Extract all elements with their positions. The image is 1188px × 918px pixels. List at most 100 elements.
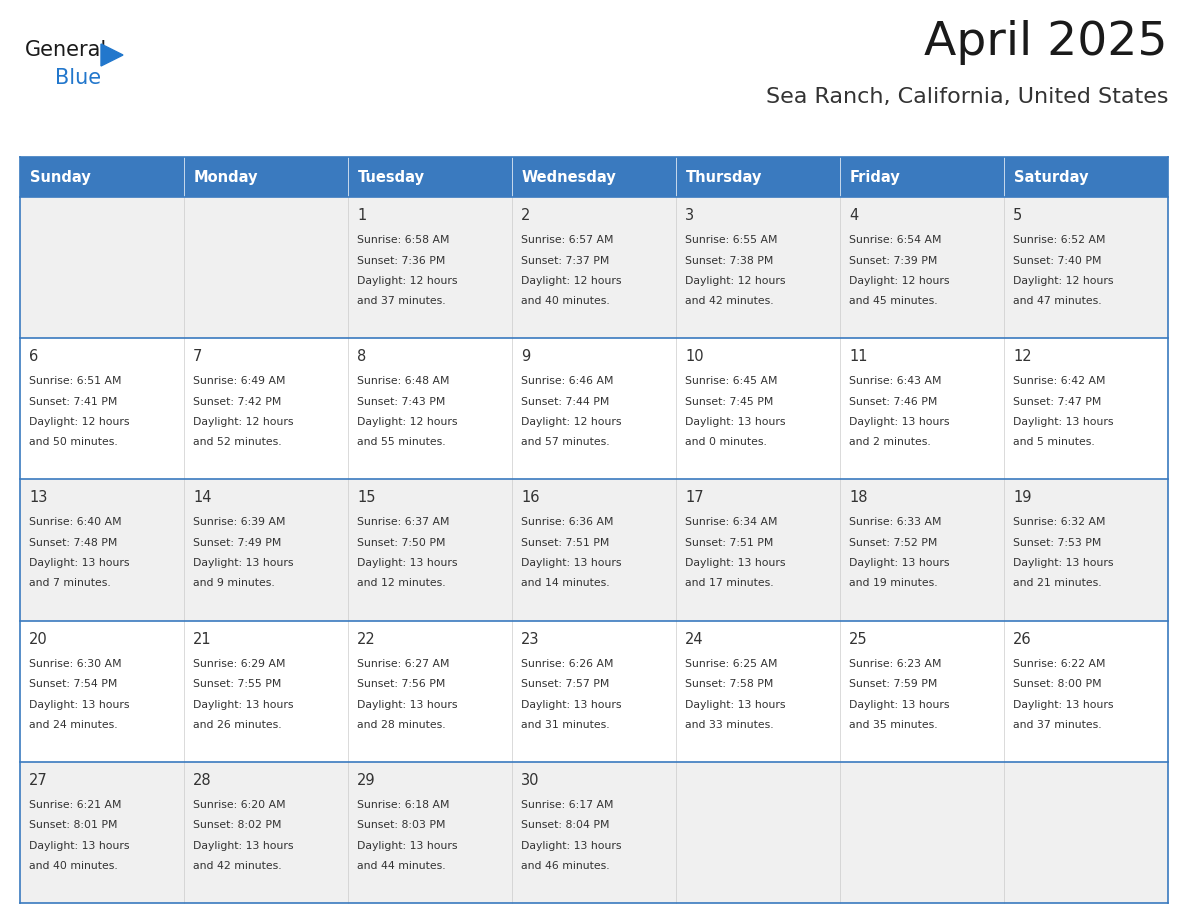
Text: and 2 minutes.: and 2 minutes.: [849, 437, 930, 447]
Text: Sunrise: 6:29 AM: Sunrise: 6:29 AM: [192, 658, 285, 668]
Text: Daylight: 13 hours: Daylight: 13 hours: [1013, 558, 1113, 568]
Text: and 0 minutes.: and 0 minutes.: [685, 437, 767, 447]
Text: 27: 27: [29, 773, 48, 788]
Text: Daylight: 12 hours: Daylight: 12 hours: [358, 276, 457, 286]
Text: Sunrise: 6:49 AM: Sunrise: 6:49 AM: [192, 376, 285, 386]
Text: Sunrise: 6:48 AM: Sunrise: 6:48 AM: [358, 376, 449, 386]
Text: Daylight: 12 hours: Daylight: 12 hours: [358, 417, 457, 427]
Text: Daylight: 12 hours: Daylight: 12 hours: [685, 276, 785, 286]
Text: Daylight: 13 hours: Daylight: 13 hours: [192, 841, 293, 851]
Text: and 46 minutes.: and 46 minutes.: [522, 861, 609, 871]
Text: Sunrise: 6:22 AM: Sunrise: 6:22 AM: [1013, 658, 1106, 668]
Text: Blue: Blue: [55, 68, 101, 88]
Text: 14: 14: [192, 490, 211, 506]
Text: Sunrise: 6:54 AM: Sunrise: 6:54 AM: [849, 235, 942, 245]
Text: Sea Ranch, California, United States: Sea Ranch, California, United States: [765, 87, 1168, 107]
Text: Daylight: 13 hours: Daylight: 13 hours: [849, 558, 949, 568]
Text: Sunset: 7:50 PM: Sunset: 7:50 PM: [358, 538, 446, 548]
Bar: [20, 479, 1168, 621]
Text: Sunrise: 6:42 AM: Sunrise: 6:42 AM: [1013, 376, 1106, 386]
Text: Sunrise: 6:17 AM: Sunrise: 6:17 AM: [522, 800, 613, 810]
Text: Thursday: Thursday: [685, 170, 763, 185]
Text: and 21 minutes.: and 21 minutes.: [1013, 578, 1101, 588]
Bar: [20, 762, 1168, 903]
Text: Sunrise: 6:27 AM: Sunrise: 6:27 AM: [358, 658, 449, 668]
Text: Daylight: 13 hours: Daylight: 13 hours: [29, 558, 129, 568]
Text: Sunrise: 6:30 AM: Sunrise: 6:30 AM: [29, 658, 121, 668]
Text: and 24 minutes.: and 24 minutes.: [29, 720, 118, 730]
Text: Wednesday: Wednesday: [522, 170, 617, 185]
Text: and 17 minutes.: and 17 minutes.: [685, 578, 773, 588]
Text: Sunrise: 6:45 AM: Sunrise: 6:45 AM: [685, 376, 777, 386]
Text: Daylight: 13 hours: Daylight: 13 hours: [685, 558, 785, 568]
Text: Sunset: 8:00 PM: Sunset: 8:00 PM: [1013, 679, 1101, 689]
Text: Daylight: 13 hours: Daylight: 13 hours: [358, 558, 457, 568]
Text: 12: 12: [1013, 349, 1031, 364]
Text: Daylight: 12 hours: Daylight: 12 hours: [192, 417, 293, 427]
Text: Sunset: 7:51 PM: Sunset: 7:51 PM: [522, 538, 609, 548]
Text: Daylight: 13 hours: Daylight: 13 hours: [849, 700, 949, 710]
Text: and 14 minutes.: and 14 minutes.: [522, 578, 609, 588]
Text: Daylight: 13 hours: Daylight: 13 hours: [1013, 700, 1113, 710]
Text: Daylight: 12 hours: Daylight: 12 hours: [1013, 276, 1113, 286]
Text: Daylight: 12 hours: Daylight: 12 hours: [522, 276, 621, 286]
Text: 3: 3: [685, 208, 694, 223]
Text: Sunset: 7:45 PM: Sunset: 7:45 PM: [685, 397, 773, 407]
Text: Sunrise: 6:21 AM: Sunrise: 6:21 AM: [29, 800, 121, 810]
Text: Sunday: Sunday: [30, 170, 90, 185]
Text: and 40 minutes.: and 40 minutes.: [522, 296, 609, 306]
Text: and 19 minutes.: and 19 minutes.: [849, 578, 937, 588]
Text: Sunset: 8:02 PM: Sunset: 8:02 PM: [192, 821, 282, 830]
Text: and 42 minutes.: and 42 minutes.: [685, 296, 773, 306]
Text: Sunrise: 6:26 AM: Sunrise: 6:26 AM: [522, 658, 613, 668]
Text: and 44 minutes.: and 44 minutes.: [358, 861, 446, 871]
Text: Sunrise: 6:55 AM: Sunrise: 6:55 AM: [685, 235, 777, 245]
Text: Daylight: 13 hours: Daylight: 13 hours: [522, 700, 621, 710]
Text: Sunrise: 6:39 AM: Sunrise: 6:39 AM: [192, 518, 285, 528]
Text: Sunset: 8:01 PM: Sunset: 8:01 PM: [29, 821, 118, 830]
Text: Sunset: 7:40 PM: Sunset: 7:40 PM: [1013, 255, 1101, 265]
Text: Daylight: 13 hours: Daylight: 13 hours: [358, 700, 457, 710]
Text: 16: 16: [522, 490, 539, 506]
Text: Daylight: 13 hours: Daylight: 13 hours: [685, 417, 785, 427]
Text: 13: 13: [29, 490, 48, 506]
Text: and 52 minutes.: and 52 minutes.: [192, 437, 282, 447]
Text: Daylight: 13 hours: Daylight: 13 hours: [522, 558, 621, 568]
Text: and 9 minutes.: and 9 minutes.: [192, 578, 274, 588]
Bar: [676, 157, 840, 197]
Text: Sunrise: 6:46 AM: Sunrise: 6:46 AM: [522, 376, 613, 386]
Text: and 37 minutes.: and 37 minutes.: [1013, 720, 1101, 730]
Text: Sunset: 7:43 PM: Sunset: 7:43 PM: [358, 397, 446, 407]
Bar: [20, 621, 1168, 762]
Text: and 26 minutes.: and 26 minutes.: [192, 720, 282, 730]
Text: Sunset: 7:42 PM: Sunset: 7:42 PM: [192, 397, 282, 407]
Text: 1: 1: [358, 208, 366, 223]
Text: Daylight: 13 hours: Daylight: 13 hours: [192, 558, 293, 568]
Text: Sunset: 8:03 PM: Sunset: 8:03 PM: [358, 821, 446, 830]
Text: Sunset: 7:39 PM: Sunset: 7:39 PM: [849, 255, 937, 265]
Text: Daylight: 13 hours: Daylight: 13 hours: [29, 841, 129, 851]
Text: Sunset: 7:49 PM: Sunset: 7:49 PM: [192, 538, 282, 548]
Text: Sunrise: 6:57 AM: Sunrise: 6:57 AM: [522, 235, 613, 245]
Text: Monday: Monday: [194, 170, 259, 185]
Text: and 5 minutes.: and 5 minutes.: [1013, 437, 1095, 447]
Text: and 12 minutes.: and 12 minutes.: [358, 578, 446, 588]
Text: April 2025: April 2025: [924, 20, 1168, 65]
Text: Sunrise: 6:20 AM: Sunrise: 6:20 AM: [192, 800, 285, 810]
Text: Sunrise: 6:40 AM: Sunrise: 6:40 AM: [29, 518, 121, 528]
Text: Sunset: 7:36 PM: Sunset: 7:36 PM: [358, 255, 446, 265]
Text: Daylight: 13 hours: Daylight: 13 hours: [685, 700, 785, 710]
Text: Sunset: 7:54 PM: Sunset: 7:54 PM: [29, 679, 118, 689]
Text: Sunrise: 6:51 AM: Sunrise: 6:51 AM: [29, 376, 121, 386]
Text: Sunrise: 6:43 AM: Sunrise: 6:43 AM: [849, 376, 942, 386]
Text: 30: 30: [522, 773, 539, 788]
Text: 19: 19: [1013, 490, 1031, 506]
Text: and 57 minutes.: and 57 minutes.: [522, 437, 609, 447]
Text: Daylight: 12 hours: Daylight: 12 hours: [849, 276, 949, 286]
Text: 15: 15: [358, 490, 375, 506]
Text: Daylight: 13 hours: Daylight: 13 hours: [358, 841, 457, 851]
Text: Sunrise: 6:37 AM: Sunrise: 6:37 AM: [358, 518, 449, 528]
Text: Sunset: 7:46 PM: Sunset: 7:46 PM: [849, 397, 937, 407]
Text: and 7 minutes.: and 7 minutes.: [29, 578, 110, 588]
Text: Sunset: 7:59 PM: Sunset: 7:59 PM: [849, 679, 937, 689]
